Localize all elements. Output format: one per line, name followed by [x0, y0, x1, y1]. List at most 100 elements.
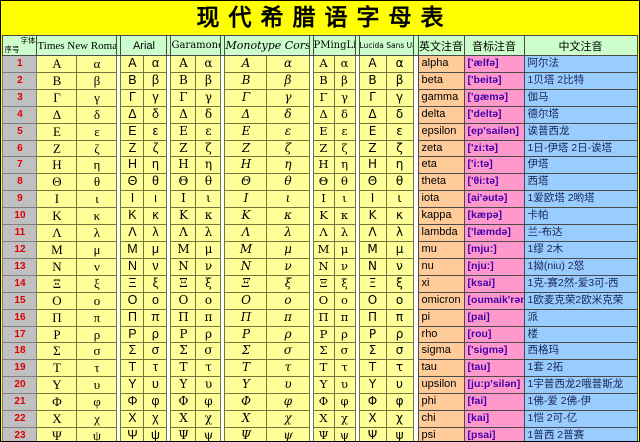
english-name: nu: [417, 257, 465, 276]
letter-upper-pmingliu: Β: [312, 71, 335, 90]
letter-lower-pmingliu: ε: [333, 122, 356, 141]
column-gap: [166, 376, 171, 394]
column-gap: [355, 342, 360, 360]
column-gap: [309, 275, 313, 293]
letter-upper-arial: Κ: [120, 207, 145, 226]
column-gap: [116, 123, 121, 141]
row-number: 6: [2, 139, 38, 158]
letter-lower-lucida: χ: [385, 410, 414, 428]
column-gap: [309, 140, 313, 157]
column-gap: [220, 89, 225, 107]
letter-lower-lucida: η: [385, 156, 414, 175]
column-gap: [413, 342, 419, 360]
letter-lower-corsiva: ν: [266, 257, 310, 276]
letter-lower-garamond: τ: [195, 359, 222, 378]
letter-upper-times: Ε: [36, 122, 78, 141]
letter-upper-pmingliu: Μ: [312, 240, 335, 259]
letter-upper-times: Τ: [36, 359, 78, 378]
greek-alphabet-table: 字体 序号 Times New Roman Arial Garamond Mon…: [2, 35, 638, 441]
letter-lower-arial: χ: [143, 410, 168, 428]
row-number: 15: [2, 291, 38, 310]
letter-lower-arial: β: [143, 71, 168, 90]
table-row: 17 Ρ ρ Ρ ρ Ρ ρ Ρ ρ Ρ ρ Ρ ρ rho [rou] 楼: [2, 325, 638, 344]
letter-upper-pmingliu: Υ: [312, 376, 335, 395]
letter-upper-garamond: Χ: [170, 410, 197, 428]
column-gap: [355, 410, 360, 428]
column-gap: [220, 258, 225, 276]
row-number: 11: [2, 224, 38, 242]
english-name: pi: [417, 308, 465, 327]
header-chinese-phonetics: 中文注音: [523, 35, 638, 56]
letter-lower-lucida: ρ: [385, 325, 414, 344]
letter-lower-pmingliu: ζ: [333, 139, 356, 158]
column-gap: [309, 427, 313, 441]
column-gap: [413, 224, 419, 242]
letter-lower-times: τ: [76, 359, 118, 378]
english-name: psi: [417, 426, 465, 441]
letter-lower-corsiva: φ: [266, 393, 310, 412]
letter-upper-arial: Ρ: [120, 325, 145, 344]
letter-lower-garamond: β: [195, 71, 222, 90]
column-gap: [355, 55, 360, 73]
column-gap: [220, 309, 225, 326]
letter-lower-pmingliu: ρ: [333, 325, 356, 344]
letter-lower-pmingliu: δ: [333, 105, 356, 124]
ipa-transcription: ['læmdə]: [463, 224, 525, 242]
chinese-transcription: 1恺 2可-亿: [523, 410, 638, 428]
row-number: 18: [2, 342, 38, 361]
letter-upper-arial: Ε: [120, 122, 145, 141]
letter-upper-lucida: Α: [358, 55, 387, 73]
chinese-transcription: 1佛-爱 2佛-伊: [523, 393, 638, 412]
column-gap: [309, 190, 313, 208]
letter-upper-lucida: Η: [358, 156, 387, 175]
column-gap: [355, 393, 360, 411]
letter-upper-corsiva: Π: [224, 308, 268, 327]
letter-upper-lucida: Δ: [358, 105, 387, 124]
letter-upper-arial: Ζ: [120, 139, 145, 158]
english-name: phi: [417, 393, 465, 412]
letter-lower-lucida: π: [385, 308, 414, 327]
letter-upper-garamond: Ρ: [170, 325, 197, 344]
letter-upper-garamond: Η: [170, 156, 197, 175]
column-gap: [355, 427, 360, 441]
column-gap: [220, 427, 225, 441]
letter-lower-garamond: α: [195, 55, 222, 73]
chinese-transcription: 西塔: [523, 173, 638, 192]
header-times-new-roman: Times New Roman: [36, 35, 118, 56]
corner-cell: 字体 序号: [2, 35, 38, 56]
column-gap: [355, 72, 360, 90]
letter-upper-corsiva: Γ: [224, 88, 268, 107]
english-name: gamma: [417, 88, 465, 107]
letter-upper-pmingliu: Δ: [312, 105, 335, 124]
letter-lower-times: ε: [76, 122, 118, 141]
letter-upper-arial: Σ: [120, 342, 145, 361]
letter-upper-pmingliu: Η: [312, 156, 335, 175]
row-number: 20: [2, 376, 38, 395]
english-name: upsilon: [417, 376, 465, 395]
row-number: 3: [2, 88, 38, 107]
letter-upper-pmingliu: Χ: [312, 410, 335, 428]
column-gap: [413, 72, 419, 90]
column-gap: [309, 224, 313, 242]
ipa-transcription: ['θi:tə]: [463, 173, 525, 192]
letter-upper-lucida: Υ: [358, 376, 387, 395]
column-gap: [116, 309, 121, 326]
letter-upper-times: Ψ: [36, 426, 78, 441]
letter-lower-pmingliu: β: [333, 71, 356, 90]
table-row: 18 Σ σ Σ σ Σ σ Σ σ Σ σ Σ σ sigma ['sigmə…: [2, 342, 638, 361]
column-gap: [355, 156, 360, 174]
letter-lower-arial: σ: [143, 342, 168, 361]
letter-upper-lucida: Λ: [358, 224, 387, 242]
letter-upper-garamond: Ζ: [170, 139, 197, 158]
letter-upper-garamond: Λ: [170, 224, 197, 242]
column-gap: [355, 140, 360, 157]
letter-lower-arial: θ: [143, 173, 168, 192]
letter-lower-garamond: θ: [195, 173, 222, 192]
column-gap: [166, 326, 171, 343]
letter-upper-garamond: Τ: [170, 359, 197, 378]
letter-lower-lucida: δ: [385, 105, 414, 124]
letter-lower-pmingliu: ψ: [333, 426, 356, 441]
header-ipa-phonetics: 音标注音: [463, 35, 525, 56]
english-name: zeta: [417, 139, 465, 158]
letter-upper-garamond: Π: [170, 308, 197, 327]
